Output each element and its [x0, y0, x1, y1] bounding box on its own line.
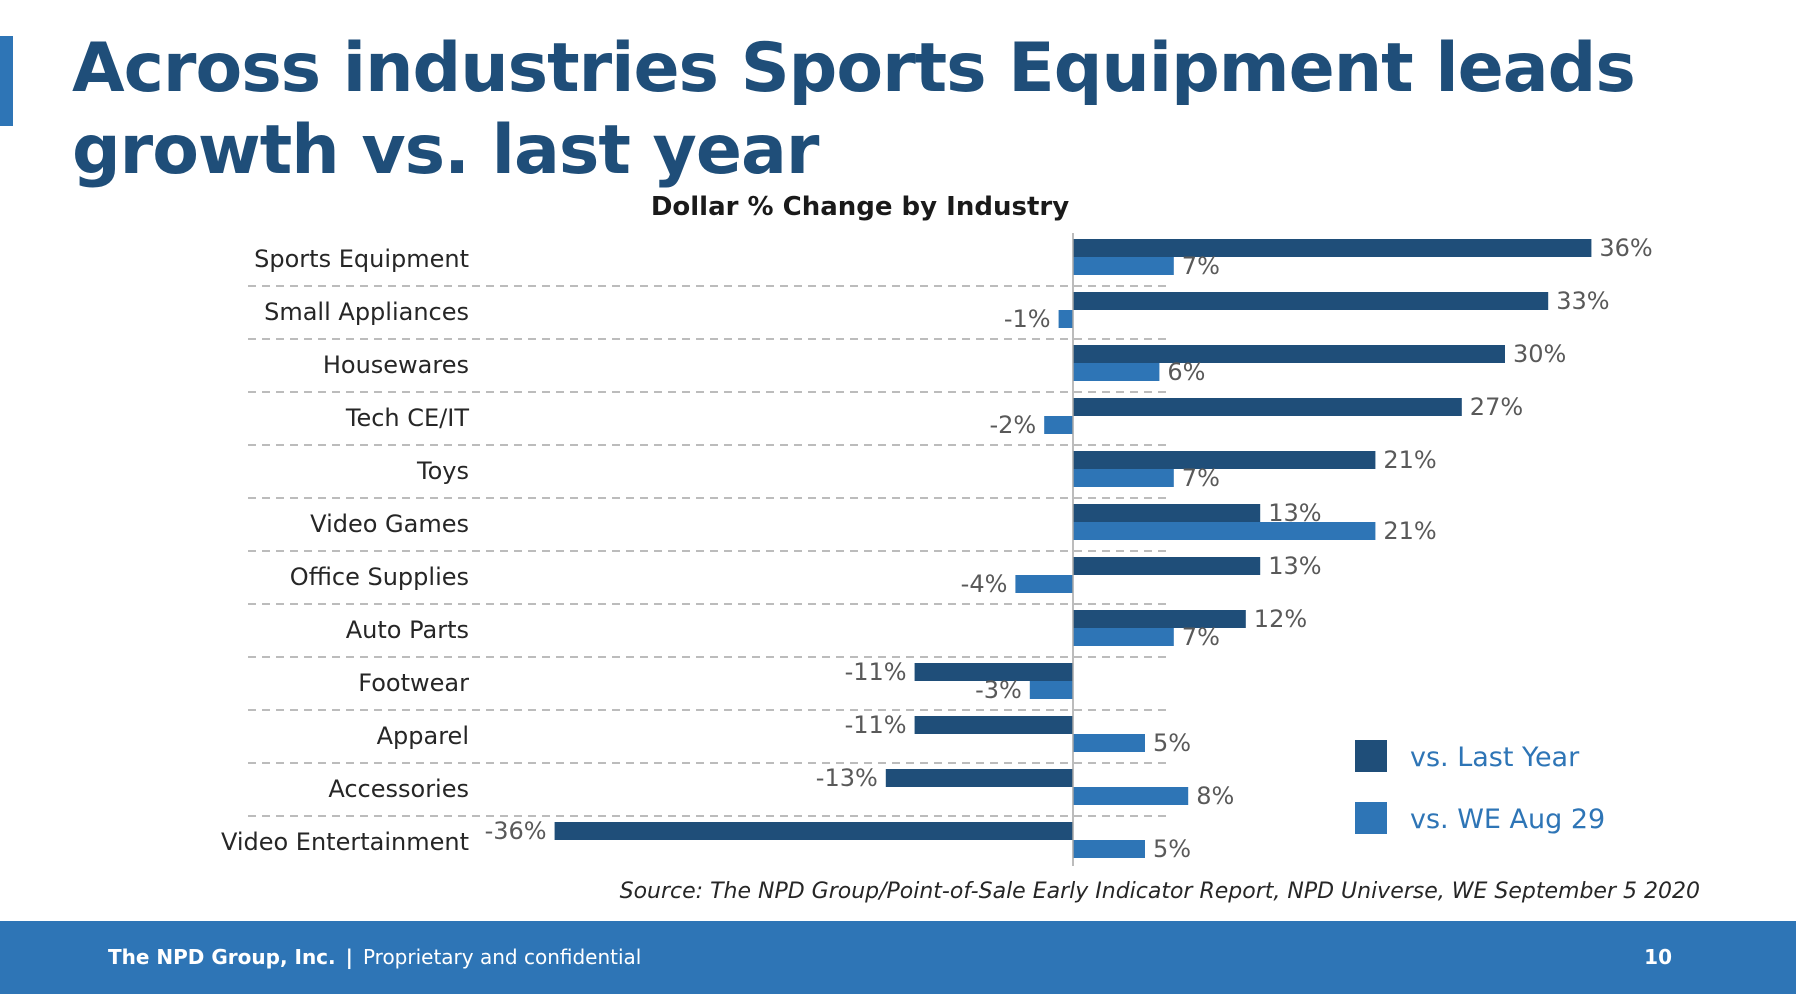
- bar-vs-last-year: [1073, 239, 1592, 257]
- data-label: -4%: [961, 570, 1008, 598]
- bar-vs-last-year: [1073, 557, 1261, 575]
- legend-swatch: [1355, 740, 1387, 772]
- bar-vs-we-aug-29: [1073, 257, 1174, 275]
- source-note: Source: The NPD Group/Point-of-Sale Earl…: [620, 879, 1700, 904]
- data-label: -11%: [845, 658, 907, 686]
- bar-vs-last-year: [1073, 504, 1261, 522]
- bar-vs-last-year: [914, 716, 1073, 734]
- bar-vs-last-year: [554, 822, 1073, 840]
- category-label: Footwear: [358, 669, 469, 697]
- bar-vs-we-aug-29: [1044, 416, 1073, 434]
- data-label: 21%: [1383, 446, 1436, 474]
- title-accent-bar: [0, 36, 13, 126]
- bar-vs-we-aug-29: [1015, 575, 1073, 593]
- category-label: Apparel: [377, 722, 469, 750]
- bar-vs-we-aug-29: [1058, 310, 1073, 328]
- data-label: 36%: [1599, 234, 1652, 262]
- category-label: Small Appliances: [264, 298, 469, 326]
- data-label: 5%: [1153, 729, 1191, 757]
- page-number: 10: [1644, 945, 1672, 969]
- footer-note: Proprietary and confidential: [362, 945, 642, 969]
- footer-separator: |: [345, 945, 353, 969]
- data-label: 7%: [1182, 252, 1220, 280]
- category-label: Office Supplies: [290, 563, 469, 591]
- footer-bar: The NPD Group, Inc. | Proprietary and conf…: [0, 921, 1796, 994]
- data-label: -3%: [975, 676, 1022, 704]
- data-label: 7%: [1182, 623, 1220, 651]
- data-label: 30%: [1513, 340, 1566, 368]
- data-label: 13%: [1268, 552, 1321, 580]
- bar-vs-we-aug-29: [1073, 787, 1189, 805]
- data-label: 33%: [1556, 287, 1609, 315]
- bar-vs-we-aug-29: [1073, 628, 1174, 646]
- data-label: -1%: [1004, 305, 1051, 333]
- data-label: 21%: [1383, 517, 1436, 545]
- chart-title: Dollar % Change by Industry: [651, 192, 1069, 222]
- bar-vs-last-year: [1073, 292, 1549, 310]
- category-label: Video Entertainment: [221, 828, 469, 856]
- data-label: -36%: [485, 817, 547, 845]
- bar-chart: Dollar % Change by Industry Sports Equipm…: [221, 192, 1700, 904]
- category-label: Toys: [416, 457, 469, 485]
- bar-vs-we-aug-29: [1029, 681, 1073, 699]
- bar-vs-we-aug-29: [1073, 522, 1376, 540]
- bar-vs-we-aug-29: [1073, 469, 1174, 487]
- bar-vs-last-year: [885, 769, 1073, 787]
- legend-label: vs. WE Aug 29: [1410, 804, 1605, 835]
- data-label: 27%: [1470, 393, 1523, 421]
- category-label: Sports Equipment: [254, 245, 469, 273]
- data-label: 6%: [1167, 358, 1205, 386]
- bar-vs-last-year: [1073, 451, 1376, 469]
- category-label: Accessories: [328, 775, 469, 803]
- slide-title: Across industries Sports Equipment leads…: [72, 29, 1636, 190]
- category-label: Auto Parts: [346, 616, 469, 644]
- footer-company: The NPD Group, Inc.: [108, 945, 336, 969]
- footer-left: The NPD Group, Inc. | Proprietary and conf…: [108, 945, 641, 969]
- data-label: 5%: [1153, 835, 1191, 863]
- bar-vs-last-year: [1073, 398, 1462, 416]
- bar-vs-last-year: [914, 663, 1073, 681]
- data-label: 8%: [1196, 782, 1234, 810]
- data-label: 12%: [1254, 605, 1307, 633]
- legend-swatch: [1355, 802, 1387, 834]
- bar-vs-we-aug-29: [1073, 363, 1160, 381]
- category-label: Tech CE/IT: [345, 404, 469, 432]
- data-label: 7%: [1182, 464, 1220, 492]
- bar-vs-we-aug-29: [1073, 840, 1145, 858]
- bar-vs-last-year: [1073, 610, 1246, 628]
- category-label: Housewares: [323, 351, 469, 379]
- data-label: -11%: [845, 711, 907, 739]
- bar-vs-we-aug-29: [1073, 734, 1145, 752]
- data-label: -13%: [816, 764, 878, 792]
- bar-vs-last-year: [1073, 345, 1505, 363]
- legend-label: vs. Last Year: [1410, 742, 1580, 773]
- data-label: -2%: [989, 411, 1036, 439]
- category-label: Video Games: [310, 510, 469, 538]
